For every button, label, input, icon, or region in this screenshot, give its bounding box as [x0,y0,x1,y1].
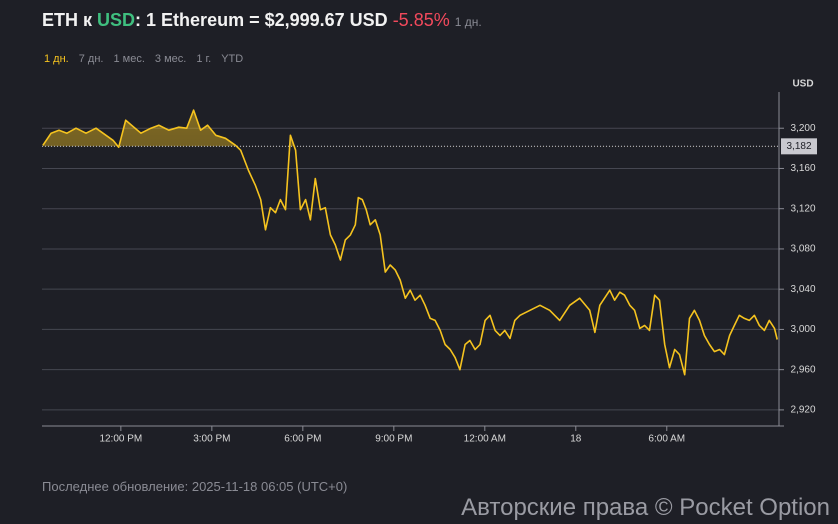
period: 1 дн. [454,15,482,29]
y-tick-label: 3,080 [790,244,815,255]
x-tick-label: 12:00 PM [99,434,142,445]
y-unit: USD [792,79,813,90]
chart: USD 2,920 2,960 3,000 3,040 3,080 3,120 3,160 3… [42,79,817,445]
x-tick-label: 6:00 AM [648,434,685,445]
y-tick-label: 3,040 [790,284,815,295]
x-tick-label: 18 [570,434,582,445]
y-tick-label: 3,120 [790,203,815,214]
reference-label: 3,182 [786,141,811,152]
area [42,110,778,147]
range-buttons: 1 дн. 7 дн. 1 мес. 3 мес. 1 г. YTD [44,53,243,65]
quote: USD [97,10,136,30]
x-tick-label: 6:00 PM [284,434,321,445]
watermark: Авторские права © Pocket Option [461,494,830,521]
x-tick-label: 9:00 PM [375,434,412,445]
range-button[interactable]: 3 мес. [154,53,187,65]
y-tick-label: 3,000 [790,324,815,335]
rate: : 1 Ethereum = $2,999.67 USD [135,10,388,30]
y-tick-label: 3,160 [790,163,815,174]
change: -5.85% [392,10,450,30]
y-tick-label: 2,960 [790,364,815,375]
range-button[interactable]: 1 г. [196,53,212,65]
range-button[interactable]: 7 дн. [78,53,104,65]
title: ETH к USD: 1 Ethereum = $2,999.67 USD -5… [42,10,482,31]
x-tick-label: 3:00 PM [193,434,230,445]
y-tick-label: 3,200 [790,123,815,134]
y-tick-label: 2,920 [790,405,815,416]
x-tick-label: 12:00 AM [464,434,506,445]
footer: Последнее обновление: 2025-11-18 06:05 (… [42,479,348,494]
price-line [42,109,778,376]
reference-label-box [781,138,817,155]
range-button[interactable]: 1 дн. [44,53,69,65]
range-button[interactable]: 1 мес. [113,53,145,65]
base: ETH к [42,10,93,30]
range-button[interactable]: YTD [221,53,244,65]
